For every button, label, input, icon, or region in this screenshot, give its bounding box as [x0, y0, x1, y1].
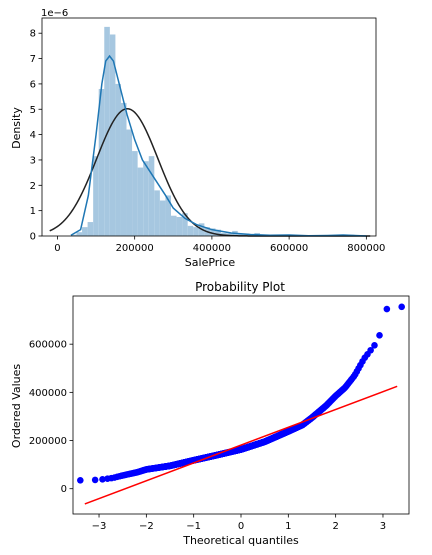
probability-plot-fit-line [84, 385, 398, 505]
histogram-bar [82, 227, 88, 236]
histogram-bar [87, 222, 94, 236]
probability-plot-point [367, 346, 374, 354]
histogram-x-axis-ticks: 0 200000 400000 600000 800000 [54, 236, 385, 254]
histogram-bar [215, 229, 222, 236]
probability-plot-point [91, 476, 99, 484]
probability-plot-y-axis-ticks: 0 200000 400000 600000 [29, 340, 73, 495]
probability-plot-x-tick-label: −2 [139, 521, 154, 532]
histogram-bar [182, 213, 188, 236]
histogram-y-offset-label: 1e−6 [41, 8, 68, 19]
probability-plot-x-tick-label: −1 [186, 521, 201, 532]
probability-plot-points [77, 303, 405, 484]
histogram-x-tick-label: 800000 [347, 243, 385, 254]
histogram-bar [148, 156, 155, 236]
probability-plot-x-tick-label: −3 [92, 521, 107, 532]
histogram-bar [143, 161, 149, 236]
histogram-x-tick-label: 200000 [116, 243, 154, 254]
histogram-bar [171, 215, 177, 236]
histogram-bar [93, 156, 99, 236]
histogram-bar [76, 232, 83, 236]
histogram-x-tick-label: 0 [54, 243, 60, 254]
histogram-bar [187, 225, 194, 236]
histogram-y-tick-label: 5 [30, 105, 36, 116]
histogram-y-tick-label: 0 [30, 232, 36, 243]
histogram-bar [132, 151, 138, 236]
histogram-bars [70, 26, 355, 237]
histogram-plot-frame [41, 17, 377, 237]
probability-plot-x-tick-label: 3 [380, 521, 386, 532]
histogram-bar [165, 195, 171, 236]
probability-plot-point [383, 305, 391, 313]
histogram-y-tick-label: 6 [30, 79, 36, 90]
histogram-bar [154, 190, 160, 236]
probability-plot-y-tick-label: 200000 [29, 436, 67, 447]
probability-plot-y-axis-label: Ordered Values [10, 364, 23, 448]
histogram-x-tick-label: 600000 [270, 243, 308, 254]
histogram-y-axis-label: Density [10, 107, 23, 149]
histogram-chart: 1e−6 0 200000 400000 600000 800000 0 1 2 3 4 5 6 7 8… [10, 8, 385, 269]
histogram-x-tick-label: 400000 [193, 243, 231, 254]
histogram-bar [115, 83, 121, 236]
histogram-bar [70, 234, 77, 236]
histogram-y-tick-label: 4 [30, 130, 36, 141]
histogram-bar [137, 167, 144, 236]
histogram-bar [126, 129, 133, 236]
histogram-bar [159, 200, 166, 236]
probability-plot-title: Probability Plot [195, 280, 285, 294]
histogram-bar [226, 233, 233, 236]
probability-plot-point [77, 477, 84, 484]
probability-plot-y-tick-label: 600000 [29, 340, 67, 351]
histogram-bar [109, 34, 116, 237]
histogram-bar [98, 88, 105, 236]
probability-plot-x-axis-label: Theoretical quantiles [182, 534, 299, 547]
kde-curve [70, 54, 367, 237]
histogram-y-tick-label: 1 [30, 206, 36, 217]
probability-plot-point [398, 303, 405, 311]
probability-plot-point [376, 332, 383, 339]
histogram-y-tick-label: 2 [30, 181, 36, 192]
probability-plot-x-tick-label: 1 [285, 521, 291, 532]
probability-plot-frame [72, 295, 410, 515]
probability-plot-x-axis-ticks: −3 −2 −1 0 1 2 3 [92, 514, 386, 532]
probability-plot-x-tick-label: 2 [332, 521, 338, 532]
histogram-bar [120, 102, 127, 236]
probability-plot-y-tick-label: 0 [61, 484, 67, 495]
histogram-y-tick-label: 3 [30, 155, 36, 166]
histogram-y-tick-label: 7 [30, 54, 36, 65]
histogram-y-axis-ticks: 0 1 2 3 4 5 6 7 8 [30, 29, 42, 243]
histogram-bar [176, 216, 183, 236]
histogram-x-axis-label: SalePrice [185, 256, 236, 269]
probability-plot-point [371, 342, 378, 349]
histogram-bar [237, 233, 244, 236]
probability-plot-chart: Probability Plot −3 −2 −1 0 1 2 3 0 200000 40000… [10, 280, 410, 547]
histogram-bar [104, 26, 110, 237]
probability-plot-x-tick-label: 0 [238, 521, 244, 532]
probability-plot-y-tick-label: 400000 [29, 388, 67, 399]
histogram-bar [193, 227, 199, 236]
histogram-y-tick-label: 8 [30, 29, 36, 40]
probability-plot-point [99, 476, 106, 483]
histogram-bar [209, 228, 216, 236]
